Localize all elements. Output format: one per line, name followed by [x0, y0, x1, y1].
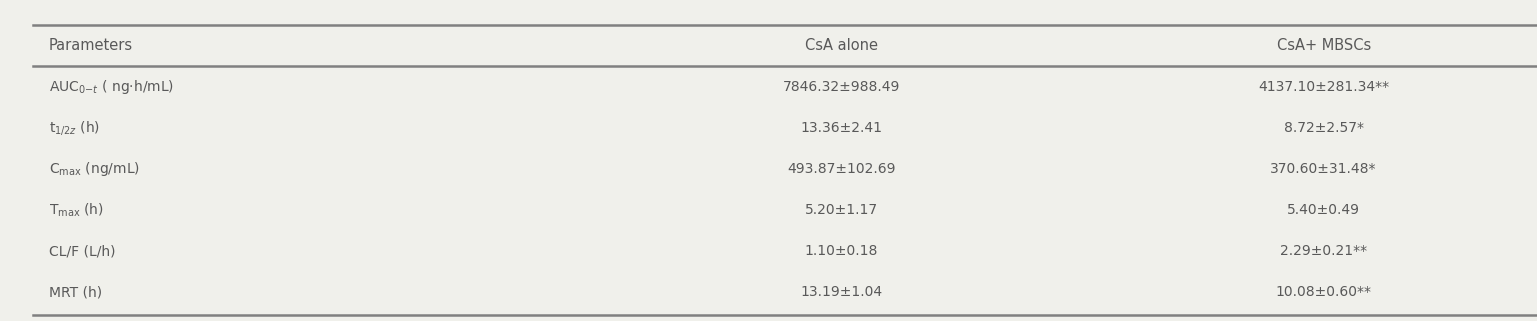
Text: $\mathrm{AUC}_{0\mathsf{-}t}$ ( ng·h/mL): $\mathrm{AUC}_{0\mathsf{-}t}$ ( ng·h/mL) — [49, 78, 174, 96]
Text: 5.40±0.49: 5.40±0.49 — [1286, 203, 1360, 217]
Text: 8.72±2.57*: 8.72±2.57* — [1283, 121, 1363, 135]
Text: 10.08±0.60**: 10.08±0.60** — [1276, 285, 1371, 299]
Text: 1.10±0.18: 1.10±0.18 — [804, 244, 878, 258]
Text: 13.36±2.41: 13.36±2.41 — [801, 121, 882, 135]
Text: 4137.10±281.34**: 4137.10±281.34** — [1259, 80, 1389, 94]
Text: $\mathrm{C}_{\mathrm{max}}$ (ng/mL): $\mathrm{C}_{\mathrm{max}}$ (ng/mL) — [49, 160, 140, 178]
Text: $\mathrm{T}_{\mathrm{max}}$ (h): $\mathrm{T}_{\mathrm{max}}$ (h) — [49, 202, 103, 219]
Text: CsA+ MBSCs: CsA+ MBSCs — [1277, 38, 1371, 53]
Text: 370.60±31.48*: 370.60±31.48* — [1271, 162, 1377, 176]
Text: 493.87±102.69: 493.87±102.69 — [787, 162, 896, 176]
Text: 13.19±1.04: 13.19±1.04 — [801, 285, 882, 299]
Text: MRT (h): MRT (h) — [49, 285, 101, 299]
Text: Parameters: Parameters — [49, 38, 132, 53]
Text: CL/F (L/h): CL/F (L/h) — [49, 244, 115, 258]
Text: 2.29±0.21**: 2.29±0.21** — [1280, 244, 1368, 258]
Text: 7846.32±988.49: 7846.32±988.49 — [782, 80, 901, 94]
Text: CsA alone: CsA alone — [805, 38, 878, 53]
Text: 5.20±1.17: 5.20±1.17 — [805, 203, 878, 217]
Text: $\mathrm{t}_{1/2z}$ (h): $\mathrm{t}_{1/2z}$ (h) — [49, 119, 100, 137]
